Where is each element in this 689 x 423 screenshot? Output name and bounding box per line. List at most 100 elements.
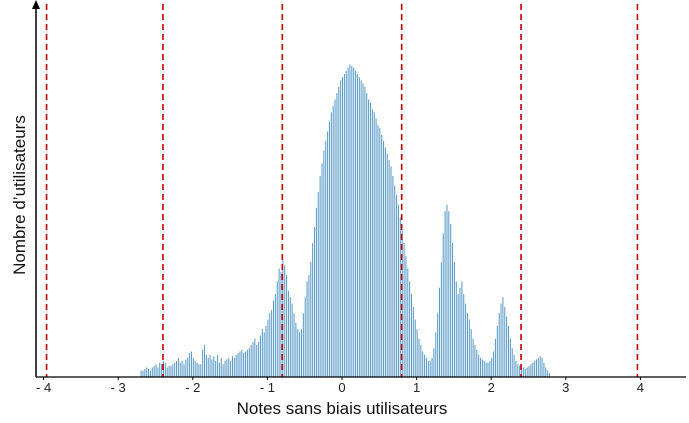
x-tick-label: 4 <box>637 380 644 395</box>
histogram-bar <box>491 357 493 377</box>
histogram-bar <box>545 367 547 377</box>
histogram-bar <box>392 176 394 377</box>
histogram-bar <box>246 349 248 377</box>
histogram-bar <box>522 367 524 377</box>
histogram-bar <box>480 357 482 377</box>
histogram-bar <box>140 370 142 377</box>
x-tick-label: - 1 <box>260 380 275 395</box>
histogram-bar <box>371 109 373 377</box>
histogram-bar <box>481 359 483 377</box>
histogram-bar <box>319 176 321 377</box>
histogram-bar <box>245 351 247 377</box>
histogram-bar <box>269 313 271 377</box>
histogram-bar <box>351 65 353 377</box>
histogram-bar <box>513 354 515 377</box>
histogram-bar <box>276 281 278 377</box>
histogram-bar <box>390 166 392 377</box>
histogram-bar <box>358 77 360 377</box>
histogram-bar <box>243 353 245 377</box>
histogram-bar <box>330 112 332 377</box>
histogram-bar <box>360 80 362 377</box>
histogram-bar <box>397 204 399 377</box>
histogram-bar <box>304 297 306 377</box>
histogram-bar <box>286 274 288 377</box>
histogram-bar <box>263 332 265 377</box>
histogram-bar <box>504 306 506 377</box>
histogram-bar <box>498 313 500 377</box>
histogram-bar <box>547 370 549 377</box>
histogram-bar <box>411 294 413 377</box>
x-tick-label: 0 <box>338 380 345 395</box>
histogram-bar <box>273 300 275 377</box>
histogram-bar <box>453 262 455 377</box>
histogram-bar <box>383 140 385 377</box>
histogram-bar <box>483 361 485 377</box>
histogram-bar <box>543 362 545 377</box>
histogram-bar <box>515 361 517 377</box>
histogram-bar <box>379 128 381 377</box>
x-tick-label: - 2 <box>185 380 200 395</box>
histogram-bar <box>485 362 487 377</box>
y-axis-arrow-icon <box>32 0 40 9</box>
histogram-bar <box>345 70 347 377</box>
histogram-bar <box>278 268 280 377</box>
x-tick-label: 2 <box>488 380 495 395</box>
histogram-bar <box>202 349 204 377</box>
histogram-bar <box>368 99 370 377</box>
histogram-bar <box>384 147 386 377</box>
histogram-bar <box>222 364 224 377</box>
histogram-bar <box>401 230 403 377</box>
histogram-bar <box>291 303 293 377</box>
histogram-bar <box>340 80 342 377</box>
histogram-bar <box>407 268 409 377</box>
histogram-bar <box>151 367 153 377</box>
histogram-bar <box>442 233 444 377</box>
histogram-bar <box>289 297 291 377</box>
histogram-bar <box>231 356 233 377</box>
histogram-bar <box>440 262 442 377</box>
histogram-bar <box>535 359 537 377</box>
histogram-bar <box>189 353 191 377</box>
histogram-bar <box>252 341 254 377</box>
histogram-bar <box>220 357 222 377</box>
histogram-bar <box>142 370 144 377</box>
histogram-bar <box>159 362 161 377</box>
histogram-bar <box>534 361 536 377</box>
histogram-bar <box>192 357 194 377</box>
histogram-bar <box>314 227 316 377</box>
histogram-bar <box>265 325 267 377</box>
histogram-bar <box>524 369 526 377</box>
histogram-bar <box>424 354 426 377</box>
x-axis-title: Notes sans biais utilisateurs <box>237 399 448 418</box>
histogram-bar <box>196 362 198 377</box>
histogram-bar <box>519 365 521 377</box>
histogram-bar <box>267 319 269 377</box>
histogram-bars <box>140 64 551 378</box>
histogram-bar <box>455 281 457 377</box>
histogram-bar <box>274 294 276 377</box>
histogram-bar <box>211 359 213 377</box>
histogram-bar <box>312 243 314 377</box>
histogram-bar <box>476 349 478 377</box>
histogram-bar <box>356 73 358 377</box>
histogram-bar <box>412 306 414 377</box>
histogram-bar <box>489 361 491 377</box>
histogram-bar <box>343 73 345 377</box>
histogram-bar <box>250 345 252 377</box>
histogram-bar <box>502 297 504 377</box>
histogram-bar <box>209 354 211 377</box>
histogram-bar <box>308 274 310 377</box>
histogram-bar <box>450 223 452 377</box>
histogram-bar <box>166 367 168 377</box>
histogram-bar <box>226 359 228 377</box>
histogram-bar <box>507 325 510 377</box>
histogram-bar <box>306 281 308 377</box>
histogram-bar <box>493 351 495 377</box>
histogram-bar <box>259 335 261 377</box>
histogram-bar <box>472 338 474 377</box>
histogram-bar <box>338 86 340 378</box>
histogram-bar <box>530 364 532 377</box>
histogram-bar <box>297 329 299 377</box>
histogram-bar <box>248 348 250 377</box>
